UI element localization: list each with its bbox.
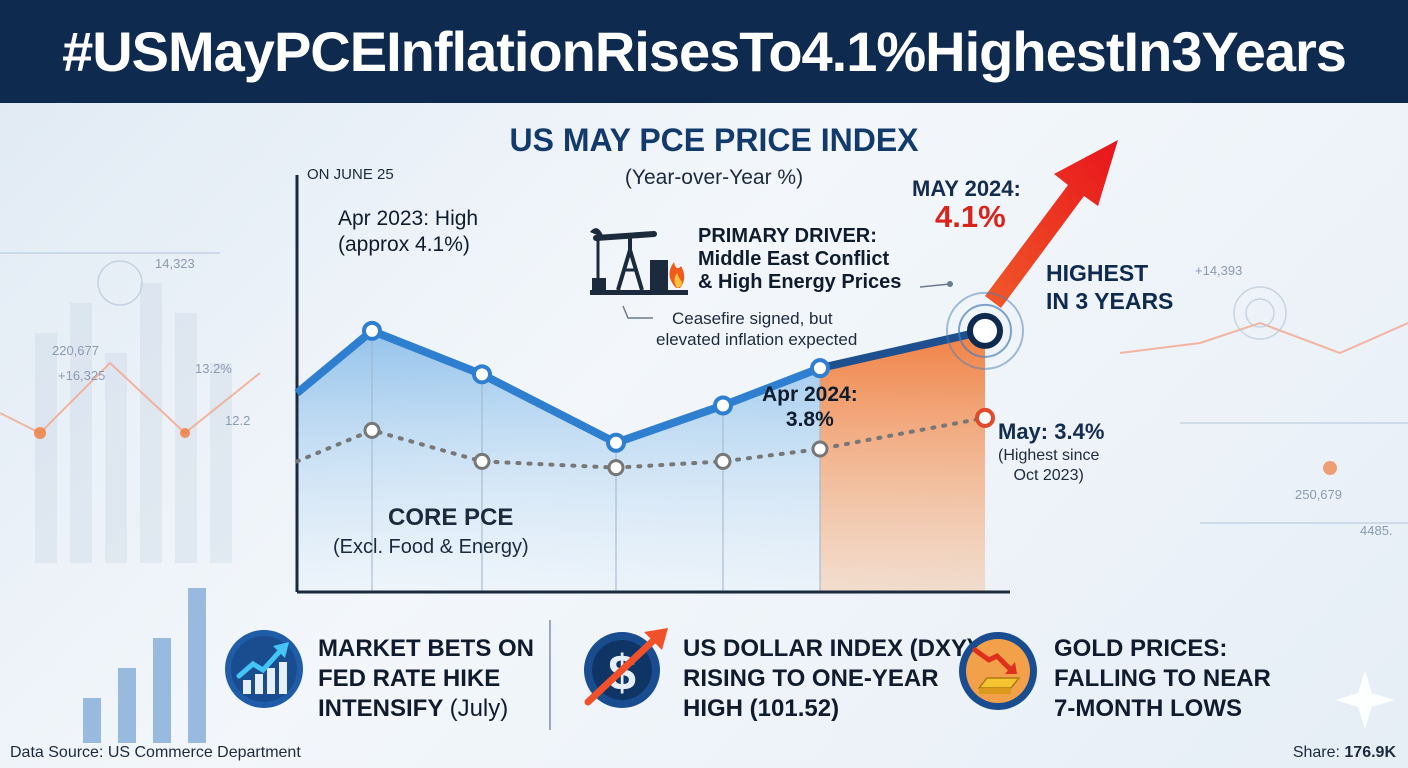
headline-point-2: [606, 432, 626, 453]
driver-callout-dot: [947, 281, 953, 287]
chart-title: US MAY PCE PRICE INDEX: [509, 122, 919, 158]
may2024-ring-inner: [958, 303, 1012, 358]
core-may-label: May: 3.4%: [998, 419, 1105, 444]
headline-point-3: [713, 395, 733, 416]
core-may-note: (Highest since Oct 2023): [998, 446, 1099, 486]
bg-number-7: 250,679: [1295, 487, 1342, 502]
card-gold-prices: GOLD PRICES: FALLING TO NEAR 7-MONTH LOW…: [1054, 634, 1271, 724]
driver-line1: PRIMARY DRIVER:: [698, 225, 877, 247]
share-value: 176.9K: [1344, 744, 1396, 761]
core-point-3: [714, 452, 732, 470]
date-note: ON JUNE 25: [307, 166, 394, 183]
core-may-note1: (Highest since: [998, 447, 1100, 464]
title-banner: [0, 0, 1408, 103]
card-divider-1: [549, 620, 551, 730]
card3-line3-bold: 7-MONTH LOWS: [1054, 695, 1242, 722]
ceasefire-line2: elevated inflation expected: [656, 330, 858, 349]
card-fed-rate: MARKET BETS ON FED RATE HIKE INTENSIFY (…: [318, 634, 534, 724]
apr2023-annotation: Apr 2023: High (approx 4.1%): [338, 206, 478, 258]
share-label: Share:: [1292, 744, 1345, 761]
trend-up-icon: [225, 630, 303, 708]
apr2024-line1: Apr 2024:: [762, 383, 858, 406]
core-point-4: [811, 440, 829, 458]
chart-subtitle: (Year-over-Year %): [624, 166, 804, 189]
card-dollar-index: US DOLLAR INDEX (DXY): RISING TO ONE-YEA…: [683, 634, 983, 724]
rising-arrow: [985, 140, 1118, 308]
ceasefire-note: Ceasefire signed, but elevated inflation…: [656, 308, 857, 350]
background-decoration: 14,323 220,677 +16,325 13.2% 12.2 +14,39…: [0, 252, 1408, 743]
card3-line2: FALLING TO NEAR: [1054, 665, 1271, 692]
card3-line1: GOLD PRICES:: [1054, 635, 1228, 662]
headline-point-may2024: [967, 312, 1003, 349]
bg-number-6: +14,393: [1195, 263, 1242, 278]
oil-pump-icon: [590, 228, 688, 295]
banner-title: #USMayPCEInflationRisesTo4.1%HighestIn3Y…: [62, 20, 1347, 83]
may2024-value: 4.1%: [935, 199, 1006, 234]
card1-line1: MARKET BETS ON: [318, 635, 534, 662]
core-point-2: [607, 459, 625, 477]
apr2023-line2: (approx 4.1%): [338, 233, 470, 256]
highest-line1: HIGHEST: [1046, 260, 1149, 286]
headline-final-segment: [816, 326, 989, 373]
may2024-ring-outer: [946, 291, 1024, 370]
card2-line3-bold: HIGH (101.52): [683, 695, 840, 722]
data-source: Data Source: US Commerce Department: [10, 744, 301, 761]
card1-line2: FED RATE HIKE: [318, 665, 501, 692]
may2024-highlight-band: [820, 330, 985, 592]
may2024-label: MAY 2024:: [912, 176, 1021, 201]
card1-line3-light: (July): [449, 695, 509, 722]
bg-number-1: 14,323: [155, 256, 195, 271]
core-may-note2: Oct 2023): [1013, 467, 1084, 484]
driver-line2: Middle East Conflict: [698, 248, 890, 270]
bg-number-4: 13.2%: [195, 361, 232, 376]
apr2023-line1: Apr 2023: High: [338, 207, 479, 230]
core-pce-label: CORE PCE: [388, 504, 514, 531]
ceasefire-line1: Ceasefire signed, but: [672, 309, 833, 328]
primary-driver-annotation: PRIMARY DRIVER: Middle East Conflict & H…: [698, 225, 901, 294]
bg-number-2: 220,677: [52, 343, 99, 358]
headline-pce-series-line: [294, 326, 822, 447]
apr2024-annotation: Apr 2024: 3.8%: [762, 382, 858, 432]
core-pce-note: (Excl. Food & Energy): [333, 536, 529, 558]
core-point-may2024: [975, 407, 995, 428]
core-point-0: [363, 421, 381, 439]
card2-line2: RISING TO ONE-YEAR: [683, 665, 939, 692]
driver-line3: & High Energy Prices: [698, 271, 902, 293]
highest-line2: IN 3 YEARS: [1046, 288, 1174, 314]
card1-line3-bold: INTENSIFY: [318, 695, 450, 722]
core-point-1: [473, 452, 491, 470]
headline-area-fill: [297, 330, 820, 592]
headline-point-4: [810, 358, 830, 379]
headline-point-1: [472, 364, 492, 385]
share-count: Share: 176.9K: [1293, 744, 1396, 762]
card2-line1: US DOLLAR INDEX (DXY):: [683, 635, 983, 662]
headline-point-0: [362, 320, 382, 341]
dollar-rising-icon: $: [584, 628, 668, 708]
ceasefire-callout-line: [622, 305, 653, 319]
bg-number-5: 12.2: [225, 413, 250, 428]
highest-3-years-label: HIGHEST IN 3 YEARS: [1046, 259, 1173, 315]
gold-falling-icon: [959, 632, 1037, 710]
driver-callout-line: [919, 283, 951, 288]
apr2024-line2: 3.8%: [785, 408, 834, 431]
bg-number-3: +16,325: [58, 368, 105, 383]
bg-number-8: 4485.: [1360, 523, 1393, 538]
